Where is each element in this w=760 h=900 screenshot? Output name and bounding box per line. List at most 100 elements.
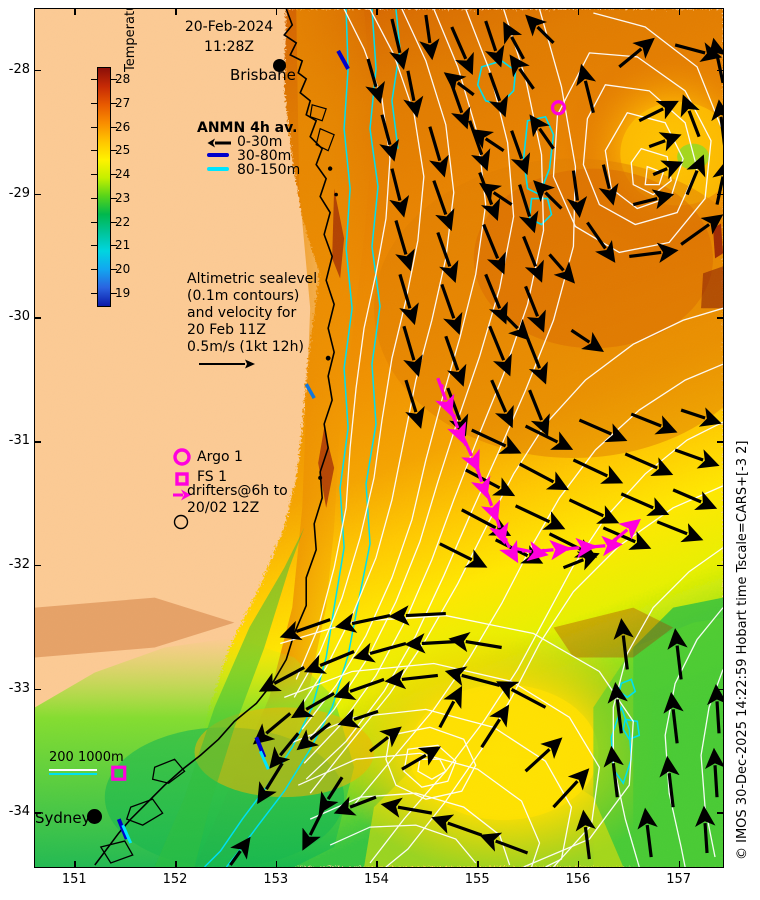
colorbar-tick xyxy=(111,102,117,104)
y-tick-label: -32 xyxy=(8,556,30,572)
altimetry-note-line-1: (0.1m contours) xyxy=(187,288,300,304)
y-tick-label: -34 xyxy=(8,804,30,820)
scalebar-label: 200 1000m xyxy=(49,750,124,765)
drifter-positions xyxy=(439,384,618,553)
velocity-vectors xyxy=(229,14,723,866)
x-tick-label: 153 xyxy=(263,872,289,887)
altimetry-note-line-2: and velocity for xyxy=(187,305,297,321)
colorbar-tick-label: 27 xyxy=(115,95,131,110)
colorbar-tick-left xyxy=(91,221,97,223)
anmn-legend-swatch-1 xyxy=(207,153,229,157)
colorbar-tick-label: 25 xyxy=(115,143,131,158)
x-tick-mark-top xyxy=(477,8,479,15)
colorbar-tick-label: 26 xyxy=(115,119,131,134)
x-tick-label: 152 xyxy=(162,872,188,887)
map-plot-area[interactable]: 20-Feb-2024 11:28Z Brisbane Sydney ANMN … xyxy=(34,8,724,868)
drifter-legend-line-1: 20/02 12Z xyxy=(187,500,260,516)
y-tick-mark-right xyxy=(717,688,724,691)
y-tick-label: -31 xyxy=(8,433,30,449)
colorbar-tick-left xyxy=(91,197,97,199)
y-tick-mark xyxy=(34,812,41,814)
colorbar-tick-left xyxy=(91,245,97,247)
scalebar-200m-line xyxy=(49,769,97,771)
y-tick-mark xyxy=(34,441,41,443)
colorbar-title: Temperature (°C) NOAA_M 11% ql>=4 xyxy=(123,9,138,72)
y-tick-mark xyxy=(34,564,41,567)
x-tick-mark-top xyxy=(678,8,681,15)
colorbar-tick-label: 20 xyxy=(115,262,131,277)
map-title-time: 11:28Z xyxy=(204,39,254,55)
y-tick-mark xyxy=(34,317,41,319)
y-tick-mark-right xyxy=(717,441,724,443)
y-tick-label: -28 xyxy=(8,61,30,77)
fs-legend-icon xyxy=(175,472,189,486)
anmn-mooring-sticks xyxy=(116,49,350,844)
argo-marker[interactable] xyxy=(550,100,567,116)
drifter-legend-line-0: drifters@6h to xyxy=(187,483,288,499)
colorbar-gradient xyxy=(97,67,111,307)
colorbar-tick-label: 19 xyxy=(115,286,131,300)
colorbar-tick xyxy=(111,174,117,176)
y-tick-mark-right xyxy=(717,193,724,196)
y-tick-mark-right xyxy=(717,812,724,814)
sealevel-contours xyxy=(280,9,723,867)
colorbar-tick-left xyxy=(91,269,97,271)
argo-legend-label: Argo 1 xyxy=(197,449,243,465)
colorbar-tick xyxy=(111,269,117,271)
fs-legend-label: FS 1 xyxy=(197,469,228,485)
velocity-scale-arrow-icon xyxy=(199,359,255,369)
x-tick-mark-top xyxy=(74,8,76,15)
y-tick-mark xyxy=(34,688,41,691)
anmn-legend-label-1: 30-80m xyxy=(237,148,292,164)
y-tick-label: -29 xyxy=(8,185,30,201)
x-tick-mark xyxy=(678,861,681,868)
colorbar-tick xyxy=(111,197,117,199)
fs-marker[interactable] xyxy=(111,765,127,781)
drifter-legend-icon xyxy=(173,489,191,501)
altimetry-note-line-4: 0.5m/s (1kt 12h) xyxy=(187,339,304,355)
anmn-legend-title: ANMN 4h av. xyxy=(197,120,298,136)
colorbar-tick xyxy=(111,150,117,152)
x-tick-label: 154 xyxy=(364,872,389,887)
altimetry-note-line-0: Altimetric sealevel xyxy=(187,271,318,287)
y-tick-label: -30 xyxy=(8,309,30,325)
colorbar-tick-label: 23 xyxy=(115,190,131,205)
colorbar-tick-left xyxy=(91,150,97,152)
anmn-legend-swatch-2 xyxy=(207,167,229,171)
brisbane-dot xyxy=(273,59,286,72)
x-tick-label: 155 xyxy=(464,872,490,887)
x-tick-mark-top xyxy=(577,8,580,15)
colorbar-tick-label: 21 xyxy=(115,238,131,253)
colorbar-tick xyxy=(111,221,117,223)
colorbar-tick-label: 24 xyxy=(115,167,131,182)
map-title-date: 20-Feb-2024 xyxy=(184,19,274,35)
x-tick-label: 156 xyxy=(565,872,591,887)
colorbar-tick-label: 22 xyxy=(115,214,131,229)
colorbar-tick xyxy=(111,79,117,80)
y-tick-mark xyxy=(34,69,41,72)
coastline xyxy=(94,9,335,866)
y-tick-mark-right xyxy=(717,317,724,319)
city-label-brisbane: Brisbane xyxy=(230,66,296,84)
y-tick-mark-right xyxy=(717,564,724,567)
x-tick-mark-top xyxy=(376,8,378,15)
x-tick-mark xyxy=(175,861,177,868)
anmn-legend-arrow-icon xyxy=(207,138,231,148)
anmn-legend-label-2: 80-150m xyxy=(237,162,301,178)
colorbar-tick-left xyxy=(91,102,97,104)
x-tick-mark xyxy=(577,861,580,868)
x-tick-mark-top xyxy=(275,8,278,15)
x-tick-mark xyxy=(477,861,479,868)
colorbar-tick-left xyxy=(91,293,97,294)
colorbar-tick xyxy=(111,293,117,294)
credit-text: © IMOS 30-Dec-2025 14:22:59 Hobart time … xyxy=(735,440,750,860)
y-tick-mark-right xyxy=(717,69,724,72)
sst-field xyxy=(35,9,723,867)
colorbar-tick-label: 28 xyxy=(115,72,131,86)
x-tick-label: 157 xyxy=(666,872,692,887)
colorbar-tick xyxy=(111,245,117,247)
x-tick-label: 151 xyxy=(61,872,87,887)
anmn-legend-label-0: 0-30m xyxy=(237,134,283,150)
x-tick-mark xyxy=(275,861,278,868)
